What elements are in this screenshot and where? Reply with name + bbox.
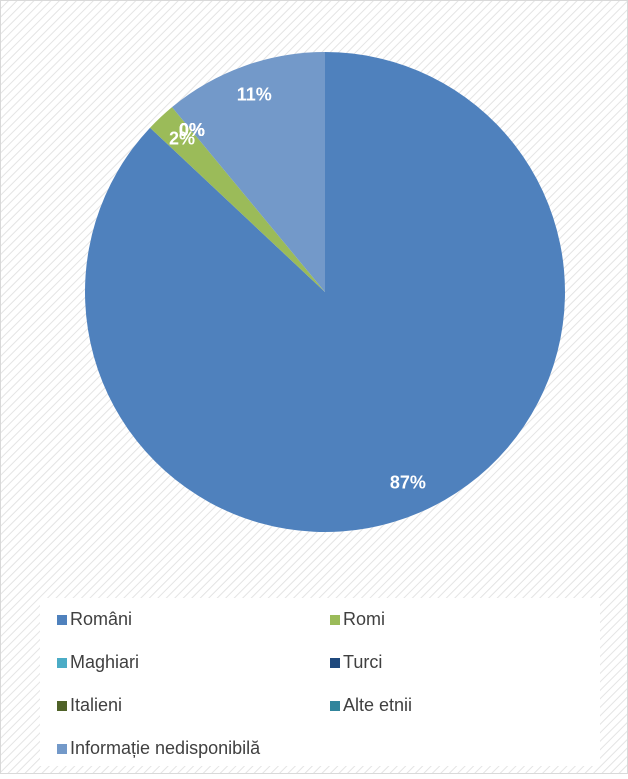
- pie-slice: [172, 52, 325, 292]
- data-label: 11%: [237, 84, 272, 104]
- data-label: 0%: [179, 120, 205, 140]
- data-label: 2%: [169, 129, 195, 149]
- legend-swatch: [57, 615, 67, 625]
- legend-label: Alte etnii: [343, 695, 412, 715]
- legend-label: Informație nedisponibilă: [70, 738, 261, 758]
- legend-swatch: [330, 615, 340, 625]
- legend-background: [40, 598, 600, 766]
- data-label: 0%: [179, 120, 205, 140]
- legend-swatch: [57, 701, 67, 711]
- pie-slice: [150, 107, 325, 293]
- legend-label: Români: [70, 609, 132, 629]
- legend-label: Romi: [343, 609, 385, 629]
- legend-swatch: [57, 744, 67, 754]
- legend-swatch: [330, 701, 340, 711]
- legend-swatch: [330, 658, 340, 668]
- legend-swatch: [57, 658, 67, 668]
- data-label: 0%: [179, 120, 205, 140]
- legend-label: Turci: [343, 652, 382, 672]
- data-label: 87%: [390, 472, 426, 492]
- legend-label: Maghiari: [70, 652, 139, 672]
- legend-label: Italieni: [70, 695, 122, 715]
- data-label: 0%: [179, 120, 205, 140]
